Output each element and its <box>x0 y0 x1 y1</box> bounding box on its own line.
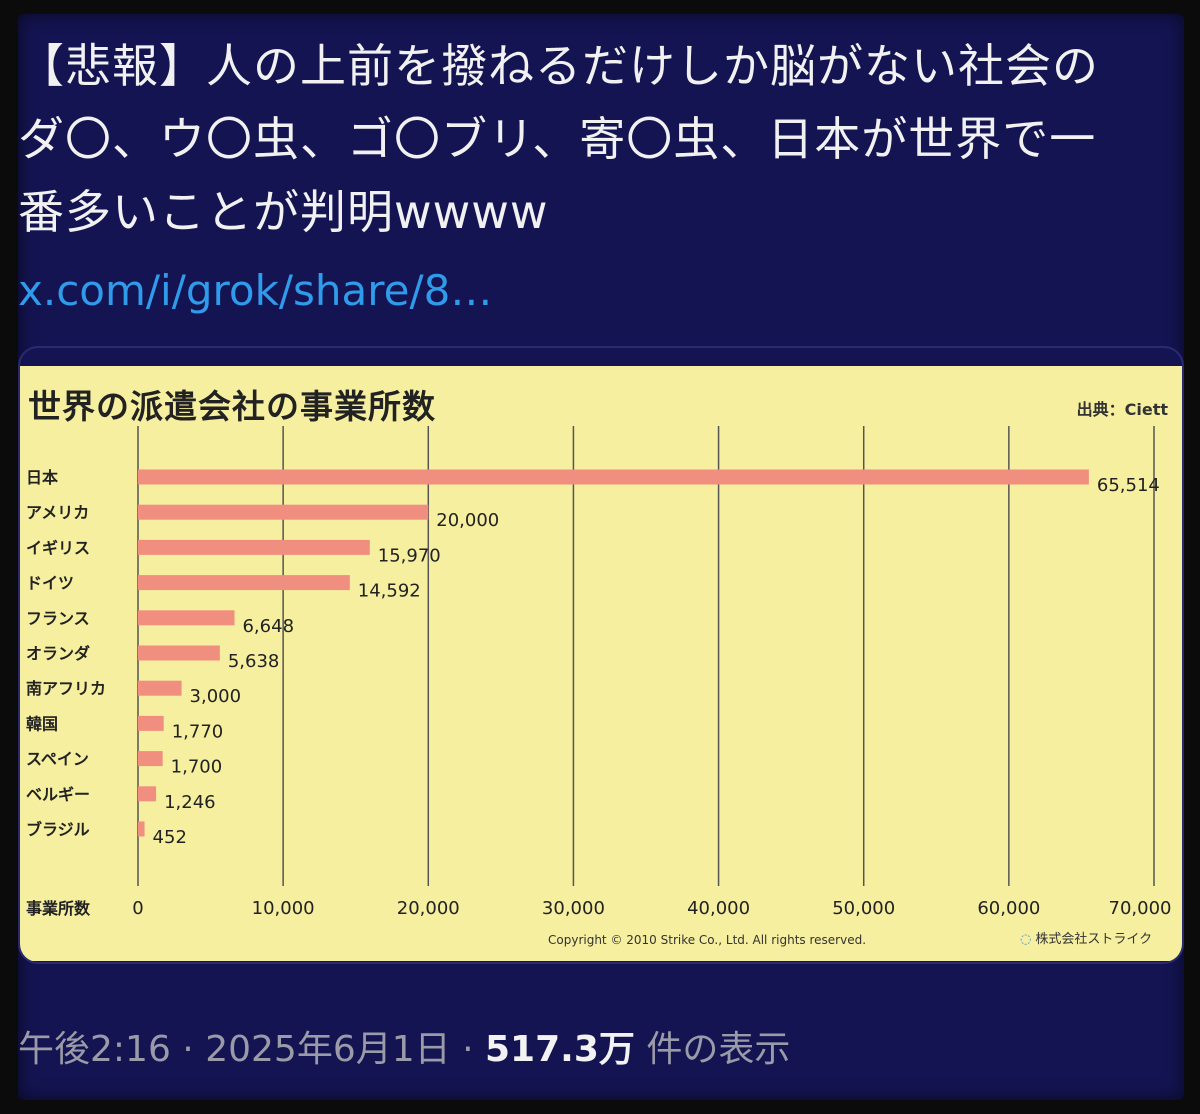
views-count: 517.3万 <box>485 1029 635 1070</box>
x-tick-label: 30,000 <box>542 898 605 919</box>
tweet-text-line: 【悲報】人の上前を撥ねるだけしか脳がない社会の <box>18 39 1099 93</box>
value-label: 1,700 <box>171 757 223 778</box>
value-label: 20,000 <box>436 510 499 531</box>
x-axis-label: 事業所数 <box>26 899 91 918</box>
grok-share-link[interactable]: x.com/i/grok/share/8… <box>18 266 493 315</box>
x-tick-label: 10,000 <box>252 898 315 919</box>
bar <box>138 715 164 731</box>
bar <box>138 469 1089 485</box>
value-label: 3,000 <box>190 686 242 707</box>
category-label: アメリカ <box>26 503 89 522</box>
x-tick-label: 0 <box>132 898 143 919</box>
bar <box>138 539 370 555</box>
tweet-date[interactable]: 2025年6月1日 <box>205 1029 451 1070</box>
category-label: イギリス <box>26 538 90 557</box>
views-label: 件の表示 <box>646 1029 791 1070</box>
bar <box>138 645 220 661</box>
bar <box>138 610 235 626</box>
tweet-text: 【悲報】人の上前を撥ねるだけしか脳がない社会の ダ〇、ウ〇虫、ゴ〇ブリ、寄〇虫、… <box>18 30 1178 249</box>
category-label: ベルギー <box>26 785 90 804</box>
tweet-text-line: 番多いことが判明wwww <box>18 185 549 239</box>
meta-separator: · <box>462 1029 474 1070</box>
strike-logo: ◌ 株式会社ストライク <box>1020 928 1152 947</box>
chart-image: 世界の派遣会社の事業所数 出典：Ciett 日本 65,514 アメリカ 20,000… <box>20 366 1182 961</box>
bar <box>138 504 429 520</box>
value-label: 452 <box>153 827 187 848</box>
tweet-text-line: ダ〇、ウ〇虫、ゴ〇ブリ、寄〇虫、日本が世界で一 <box>18 112 1097 166</box>
x-tick-label: 60,000 <box>977 898 1040 919</box>
category-label: 韓国 <box>26 714 58 733</box>
x-tick-label: 20,000 <box>397 898 460 919</box>
tweet-meta: 午後2:16 · 2025年6月1日 · 517.3万 件の表示 <box>18 1020 790 1072</box>
value-label: 14,592 <box>358 581 421 602</box>
chart-copyright: Copyright © 2010 Strike Co., Ltd. All ri… <box>548 933 867 947</box>
bar-chart: 日本 65,514 アメリカ 20,000 イギリス 15,970 ドイツ 14,592 フラン… <box>26 426 1172 919</box>
category-label: フランス <box>26 609 90 628</box>
category-label: ブラジル <box>26 820 90 839</box>
chart-title: 世界の派遣会社の事業所数 <box>28 387 436 426</box>
bar <box>138 751 163 767</box>
value-label: 65,514 <box>1097 475 1160 496</box>
value-label: 1,246 <box>164 792 216 813</box>
value-label: 1,770 <box>172 721 224 742</box>
x-tick-label: 70,000 <box>1109 898 1172 919</box>
category-label: ドイツ <box>26 574 74 593</box>
tweet-card: 【悲報】人の上前を撥ねるだけしか脳がない社会の ダ〇、ウ〇虫、ゴ〇ブリ、寄〇虫、… <box>18 14 1184 1100</box>
value-label: 6,648 <box>242 616 294 637</box>
bar <box>138 786 157 802</box>
category-label: 日本 <box>26 468 58 487</box>
value-label: 15,970 <box>378 545 441 566</box>
strike-logo-icon: ◌ <box>1020 932 1032 947</box>
x-tick-label: 50,000 <box>832 898 895 919</box>
bar <box>138 821 145 837</box>
bar <box>138 680 182 696</box>
x-tick-label: 40,000 <box>687 898 750 919</box>
tweet-media-image[interactable]: 世界の派遣会社の事業所数 出典：Ciett 日本 65,514 アメリカ 20,000… <box>18 346 1184 964</box>
tweet-time[interactable]: 午後2:16 <box>18 1029 171 1070</box>
category-label: 南アフリカ <box>26 679 106 698</box>
bar <box>138 575 350 591</box>
category-label: スペイン <box>26 750 89 769</box>
strike-logo-text: 株式会社ストライク <box>1035 932 1153 947</box>
meta-separator: · <box>182 1029 194 1070</box>
category-label: オランダ <box>26 644 90 663</box>
chart-source: 出典：Ciett <box>1076 400 1168 419</box>
value-label: 5,638 <box>228 651 280 672</box>
